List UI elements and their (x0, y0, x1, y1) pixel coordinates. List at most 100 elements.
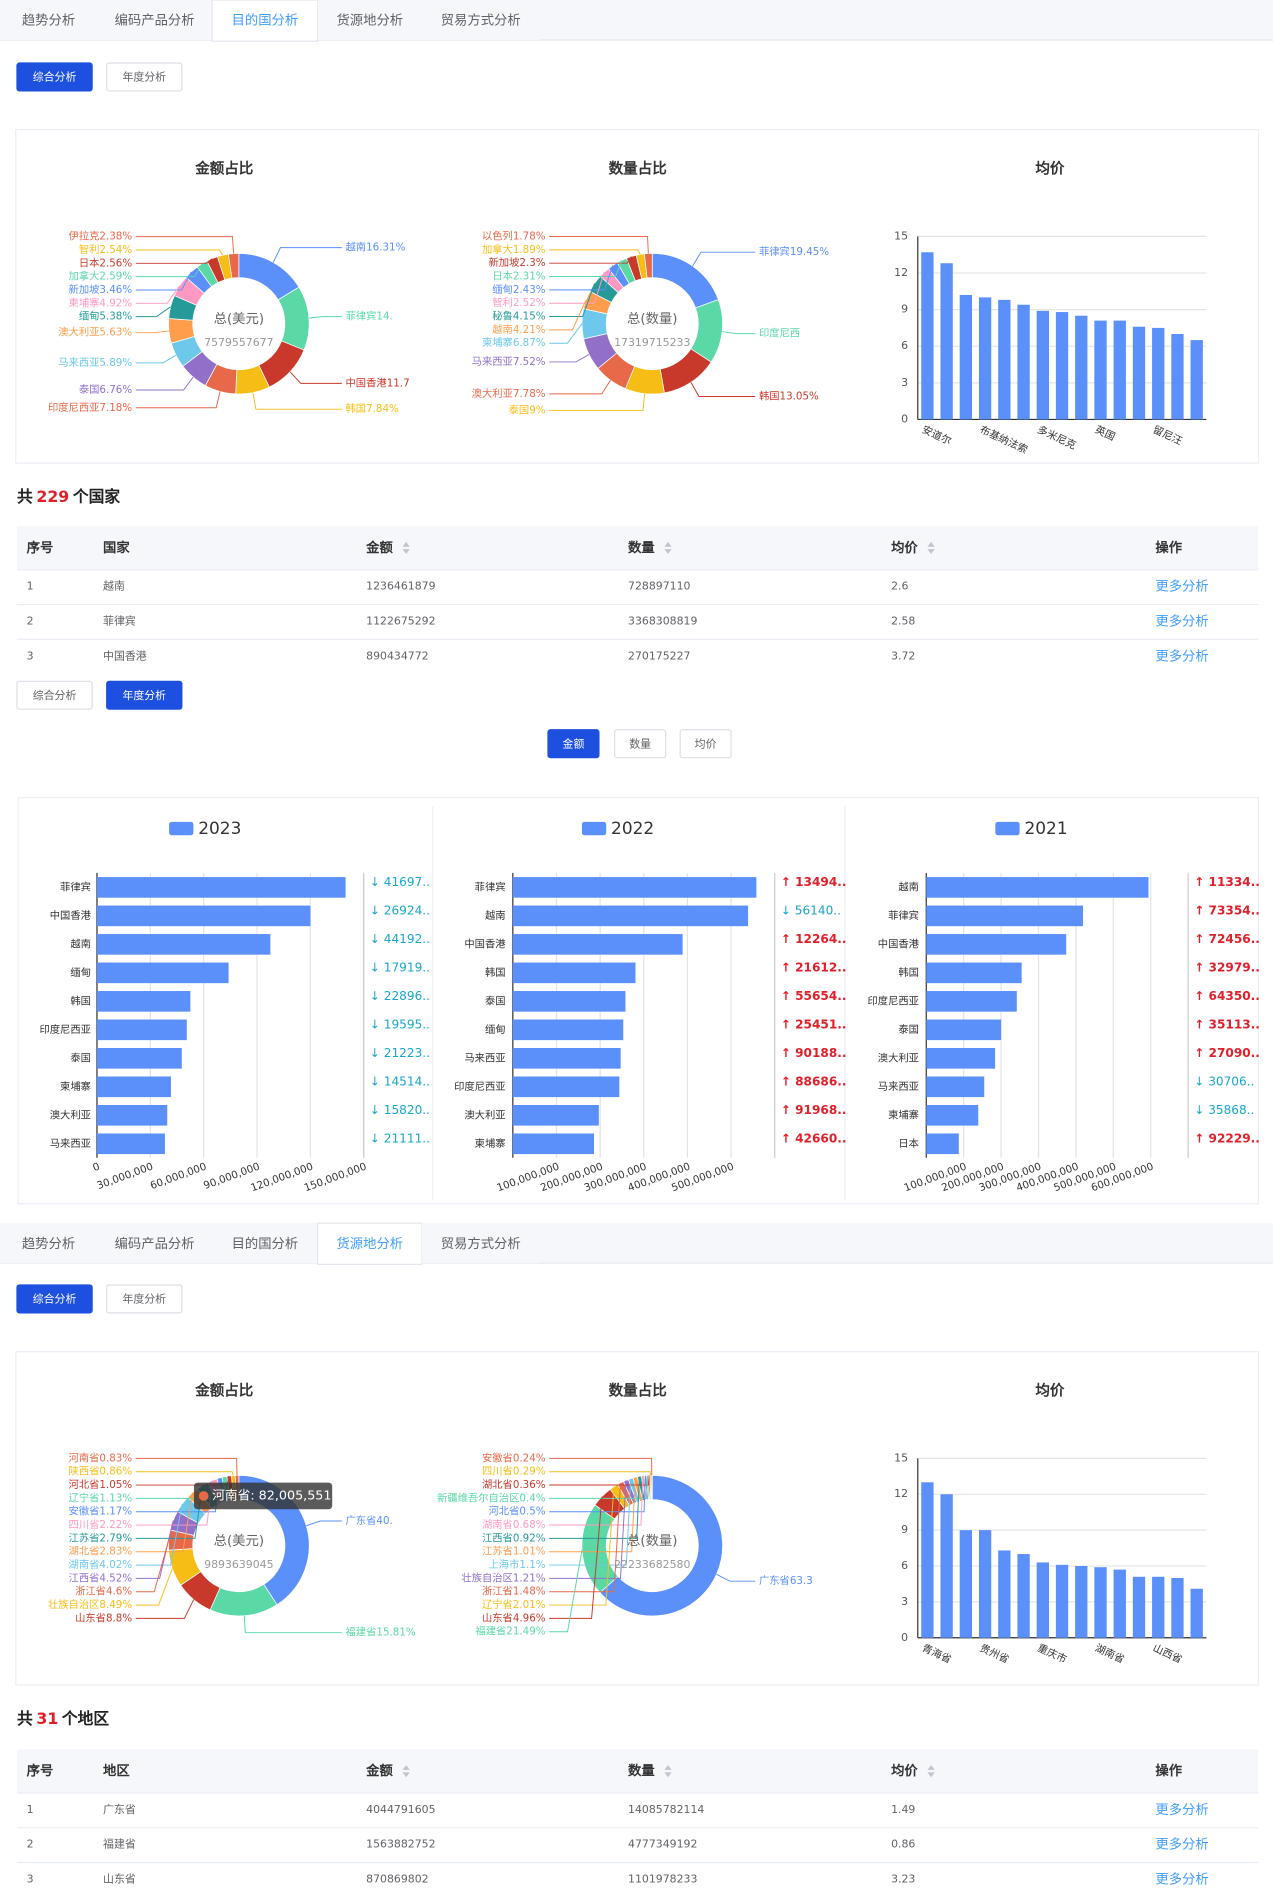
leader-line (549, 323, 583, 344)
button[interactable] (547, 729, 600, 759)
tab[interactable] (0, 1223, 97, 1264)
y-tick-label: 韩国 (70, 994, 91, 1007)
change-label: ↓ 56140.. (781, 904, 841, 918)
pie-label: 湖北省0.36% (482, 1478, 546, 1491)
bar (96, 1133, 165, 1155)
leader-line (549, 1475, 648, 1499)
leader-line (308, 316, 342, 319)
tab[interactable] (211, 0, 319, 42)
button[interactable] (106, 62, 183, 92)
button-label[interactable]: 年度分析 (122, 70, 166, 84)
button-label[interactable]: 年度分析 (122, 1292, 166, 1306)
change-label: ↑ 88686.. (781, 1074, 847, 1088)
leader-line (135, 391, 221, 409)
leader-line (716, 1573, 756, 1582)
leader-line (549, 354, 590, 363)
summary-count: 229 (36, 487, 69, 506)
bar (959, 1530, 973, 1638)
tab[interactable] (421, 1223, 540, 1264)
sort-icon[interactable] (402, 1765, 410, 1778)
tab-label[interactable]: 趋势分析 (22, 1236, 75, 1252)
y-tick-label: 泰国 (485, 994, 506, 1007)
change-label: ↓ 21111.. (370, 1131, 430, 1145)
leader-line (549, 265, 614, 291)
pie-label: 泰国9% (509, 403, 546, 416)
bar (96, 991, 191, 1012)
tab-label[interactable]: 趋势分析 (22, 13, 75, 29)
tab-label[interactable]: 编码产品分析 (115, 13, 195, 29)
column-header: 均价 (891, 539, 918, 556)
leader-line (135, 271, 192, 291)
pie-label: 辽宁省2.01% (482, 1598, 546, 1611)
bar (512, 877, 757, 898)
change-label: ↓ 19595.. (370, 1017, 430, 1031)
action-link[interactable]: 更多分析 (1155, 613, 1208, 630)
leader-line (135, 249, 224, 256)
button-label[interactable]: 综合分析 (33, 70, 77, 84)
tab-label[interactable]: 目的国分析 (232, 13, 299, 29)
leader-line (135, 1492, 193, 1553)
column-header: 金额 (365, 1762, 393, 1779)
action-link[interactable]: 更多分析 (1155, 1871, 1208, 1888)
bar (1094, 320, 1107, 420)
button[interactable] (16, 62, 93, 92)
sort-icon[interactable] (664, 541, 672, 555)
tab[interactable] (96, 0, 213, 41)
bar (940, 263, 953, 420)
action-link[interactable]: 更多分析 (1155, 1801, 1208, 1818)
tab-label[interactable]: 贸易方式分析 (441, 1236, 521, 1252)
pie-segment (599, 1474, 723, 1617)
action-link[interactable]: 更多分析 (1155, 1836, 1208, 1853)
panel (15, 129, 1260, 464)
tab[interactable] (317, 0, 422, 41)
y-tick-label: 柬埔寨 (60, 1080, 91, 1093)
tab-label[interactable]: 贸易方式分析 (441, 13, 521, 29)
bar (978, 297, 992, 420)
button[interactable] (16, 1284, 93, 1314)
change-label: ↓ 15820.. (370, 1103, 430, 1117)
pie-label: 新加坡2.3% (489, 256, 546, 269)
button[interactable] (679, 729, 732, 759)
center-value: 9893639045 (204, 1558, 273, 1571)
pie-label: 日本2.31% (492, 270, 546, 283)
button-label[interactable]: 均价 (695, 737, 717, 750)
tab-label[interactable]: 目的国分析 (232, 1236, 299, 1252)
tab[interactable] (0, 0, 97, 41)
button-label[interactable]: 年度分析 (122, 688, 166, 702)
tab[interactable] (421, 0, 540, 41)
change-label: ↑ 12264.. (781, 932, 847, 946)
button[interactable] (106, 680, 183, 710)
tab[interactable] (317, 1222, 423, 1266)
button-label[interactable]: 综合分析 (33, 688, 77, 702)
bar (978, 1530, 992, 1638)
tab[interactable] (212, 1223, 318, 1264)
tab-label[interactable]: 货源地分析 (336, 12, 403, 29)
pie-label: 湖北省2.83% (69, 1545, 133, 1558)
tab-label[interactable]: 货源地分析 (336, 1235, 403, 1252)
change-label: ↓ 35868.. (1194, 1103, 1254, 1117)
button-label[interactable]: 金额 (563, 736, 585, 750)
button[interactable] (106, 1284, 183, 1314)
sort-icon[interactable] (927, 541, 935, 555)
summary: 共 229 个国家 (17, 487, 120, 506)
bar (921, 1482, 934, 1638)
sort-icon[interactable] (664, 1765, 672, 1778)
sort-icon[interactable] (402, 541, 410, 555)
bar (512, 1133, 595, 1155)
pie-label: 江苏省1.01% (482, 1545, 546, 1558)
pie-label: 日本2.56% (79, 256, 133, 269)
action-link[interactable]: 更多分析 (1155, 647, 1208, 664)
bar (512, 1104, 599, 1126)
button[interactable] (16, 680, 93, 710)
action-link[interactable]: 更多分析 (1155, 578, 1208, 595)
leader-line (549, 1475, 650, 1486)
pie-label: 壮族自治区1.21% (461, 1571, 545, 1584)
sort-icon[interactable] (927, 1765, 935, 1778)
bar (926, 1019, 1002, 1041)
button[interactable] (614, 729, 667, 759)
tab-label[interactable]: 编码产品分析 (115, 1236, 195, 1252)
button-label[interactable]: 综合分析 (33, 1292, 77, 1306)
cell: 270175227 (628, 649, 690, 662)
tab[interactable] (96, 1223, 213, 1264)
button-label[interactable]: 数量 (629, 737, 651, 750)
